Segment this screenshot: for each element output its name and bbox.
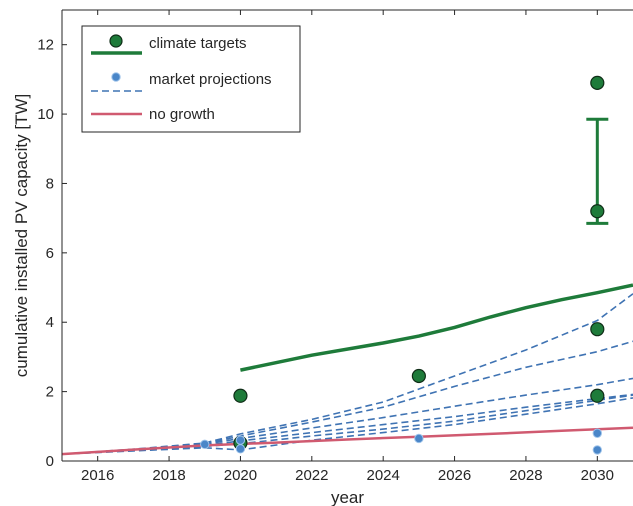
climate-target-point	[233, 388, 248, 403]
market-projection-point	[592, 428, 603, 438]
market-projection-line	[61, 377, 633, 455]
market-projection-point	[200, 439, 210, 450]
legend-label: no growth	[149, 106, 215, 123]
market-projection-line	[61, 293, 633, 455]
y-tick-label: 8	[46, 175, 54, 192]
legend-market-marker	[111, 72, 121, 82]
x-axis-label: year	[331, 488, 364, 506]
y-tick-label: 2	[46, 384, 54, 401]
legend-climate-marker	[109, 34, 123, 48]
climate-target-point	[590, 388, 605, 403]
y-tick-label: 10	[37, 106, 54, 123]
legend-label: market projections	[149, 71, 272, 88]
no-growth-line	[61, 426, 633, 456]
climate-target-point	[590, 322, 605, 337]
x-tick-label: 2022	[295, 467, 328, 484]
market-projection-point	[235, 435, 246, 445]
legend-item-market: market projections	[91, 71, 272, 92]
y-tick-label: 12	[37, 37, 54, 54]
market-projection-line	[61, 340, 633, 455]
market-projection-lines	[61, 293, 633, 455]
market-projection-point	[592, 445, 603, 455]
market-projection-point	[235, 444, 246, 454]
series-lines	[61, 283, 633, 456]
y-tick-label: 6	[46, 245, 54, 262]
market-projection-line	[61, 394, 633, 455]
climate-target-point	[590, 75, 605, 90]
x-tick-label: 2024	[367, 467, 400, 484]
market-projection-line	[61, 397, 633, 455]
data-markers	[200, 75, 605, 455]
legend-item-nogrowth: no growth	[91, 106, 215, 123]
climate-targets-line	[240, 283, 633, 372]
legend-item-climate: climate targets	[91, 34, 247, 55]
y-tick-label: 0	[46, 453, 54, 470]
x-tick-label: 2030	[581, 467, 614, 484]
market-projection-line	[61, 393, 633, 455]
y-axis-label: cumulative installed PV capacity [TW]	[12, 94, 31, 377]
x-tick-label: 2028	[509, 467, 542, 484]
climate-target-point	[411, 368, 426, 384]
climate-target-point	[590, 204, 605, 219]
x-tick-label: 2026	[438, 467, 471, 484]
market-projection-point	[414, 433, 424, 444]
x-tick-label: 2016	[81, 467, 114, 484]
legend: climate targets market projections no grow…	[81, 25, 301, 133]
axes	[61, 9, 633, 462]
tick-labels: 2016 2018 2020 2022 2024 2026 2028 2030 0 2 4 6 8 10 1…	[37, 37, 614, 484]
y-tick-label: 4	[46, 314, 54, 331]
x-tick-label: 2020	[224, 467, 257, 484]
legend-label: climate targets	[149, 35, 247, 52]
x-tick-label: 2018	[152, 467, 185, 484]
